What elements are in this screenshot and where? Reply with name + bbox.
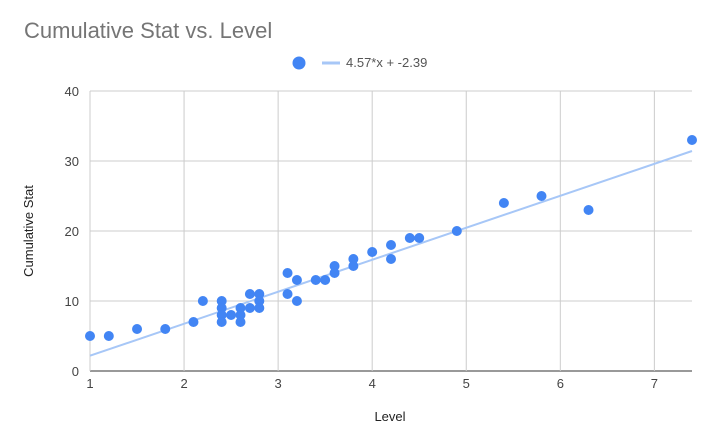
data-point bbox=[197, 296, 208, 306]
data-point bbox=[216, 317, 227, 327]
grid-lines bbox=[89, 90, 692, 372]
data-point bbox=[291, 296, 302, 306]
data-point bbox=[414, 233, 425, 243]
x-tick-label: 1 bbox=[86, 376, 93, 391]
data-point bbox=[216, 303, 227, 313]
data-point bbox=[583, 205, 594, 215]
trendline bbox=[89, 150, 693, 357]
data-point bbox=[386, 240, 396, 250]
x-tick-label: 7 bbox=[651, 376, 658, 391]
data-point bbox=[254, 303, 265, 313]
data-point bbox=[291, 275, 302, 285]
data-point bbox=[367, 247, 378, 257]
data-point bbox=[216, 296, 227, 306]
y-tick-label: 10 bbox=[65, 294, 79, 309]
data-point bbox=[320, 275, 331, 285]
data-point bbox=[404, 233, 415, 243]
data-point bbox=[310, 275, 321, 285]
data-point bbox=[235, 317, 246, 327]
data-point bbox=[132, 324, 143, 334]
data-point bbox=[188, 317, 199, 327]
data-point bbox=[498, 198, 509, 208]
data-point bbox=[244, 303, 255, 313]
legend: 4.57*x + -2.39 bbox=[292, 55, 427, 70]
data-point bbox=[329, 261, 340, 271]
data-point bbox=[386, 254, 396, 264]
data-point bbox=[254, 289, 265, 299]
data-point bbox=[282, 289, 293, 299]
y-tick-label: 0 bbox=[72, 364, 79, 379]
x-axis-title: Level bbox=[374, 409, 405, 424]
data-points bbox=[85, 135, 697, 341]
data-point bbox=[235, 310, 246, 320]
x-tick-label: 3 bbox=[275, 376, 282, 391]
x-tick-label: 6 bbox=[557, 376, 564, 391]
x-tick-label: 2 bbox=[180, 376, 187, 391]
data-point bbox=[85, 331, 95, 341]
legend-series-marker bbox=[292, 56, 306, 70]
y-tick-label: 40 bbox=[65, 84, 79, 99]
chart-title: Cumulative Stat vs. Level bbox=[24, 18, 273, 43]
data-point bbox=[226, 310, 237, 320]
data-point bbox=[160, 324, 171, 334]
data-point bbox=[536, 191, 547, 201]
x-tick-label: 5 bbox=[463, 376, 470, 391]
data-point bbox=[254, 296, 265, 306]
data-point bbox=[244, 289, 255, 299]
tick-labels: 0 10 20 30 40 1 2 3 4 5 6 7 bbox=[65, 84, 658, 391]
y-tick-label: 20 bbox=[65, 224, 79, 239]
y-axis-title: Cumulative Stat bbox=[21, 185, 36, 277]
data-point bbox=[235, 303, 246, 313]
data-point bbox=[687, 135, 697, 145]
y-tick-label: 30 bbox=[65, 154, 79, 169]
data-point bbox=[216, 310, 227, 320]
data-point bbox=[103, 331, 114, 341]
data-point bbox=[282, 268, 293, 278]
data-point bbox=[348, 254, 359, 264]
data-point bbox=[348, 261, 359, 271]
data-point bbox=[451, 226, 462, 236]
legend-trendline-label: 4.57*x + -2.39 bbox=[346, 55, 427, 70]
data-point bbox=[329, 268, 340, 278]
x-tick-label: 4 bbox=[369, 376, 376, 391]
